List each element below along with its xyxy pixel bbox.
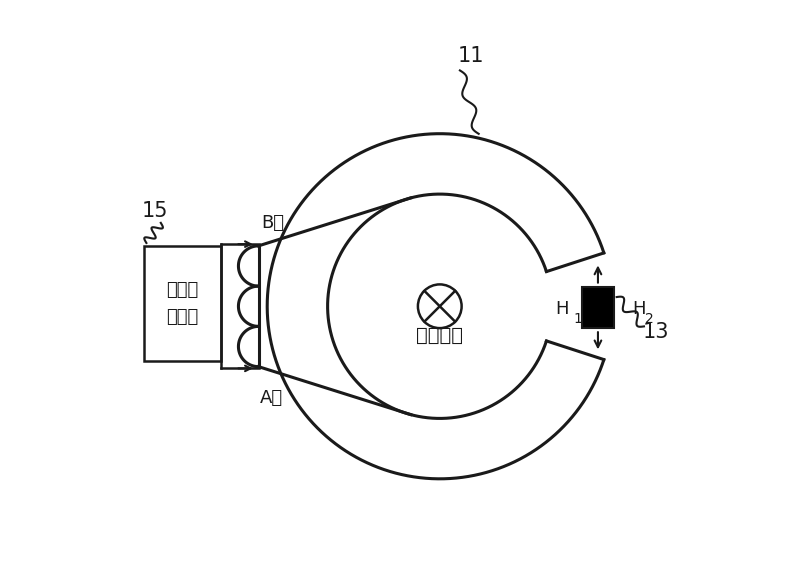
Text: H: H xyxy=(633,300,646,318)
Text: 待测导线: 待测导线 xyxy=(416,325,463,344)
Bar xyxy=(582,287,614,328)
Text: 2: 2 xyxy=(645,313,654,327)
Text: 15: 15 xyxy=(141,201,169,221)
Text: 电流生
成模块: 电流生 成模块 xyxy=(166,281,198,325)
Text: H: H xyxy=(555,300,569,318)
Text: 13: 13 xyxy=(642,322,669,342)
Text: 1: 1 xyxy=(574,313,582,327)
Bar xyxy=(144,246,221,361)
Text: A端: A端 xyxy=(260,390,284,407)
Text: 11: 11 xyxy=(458,46,485,66)
Text: B端: B端 xyxy=(261,214,284,232)
